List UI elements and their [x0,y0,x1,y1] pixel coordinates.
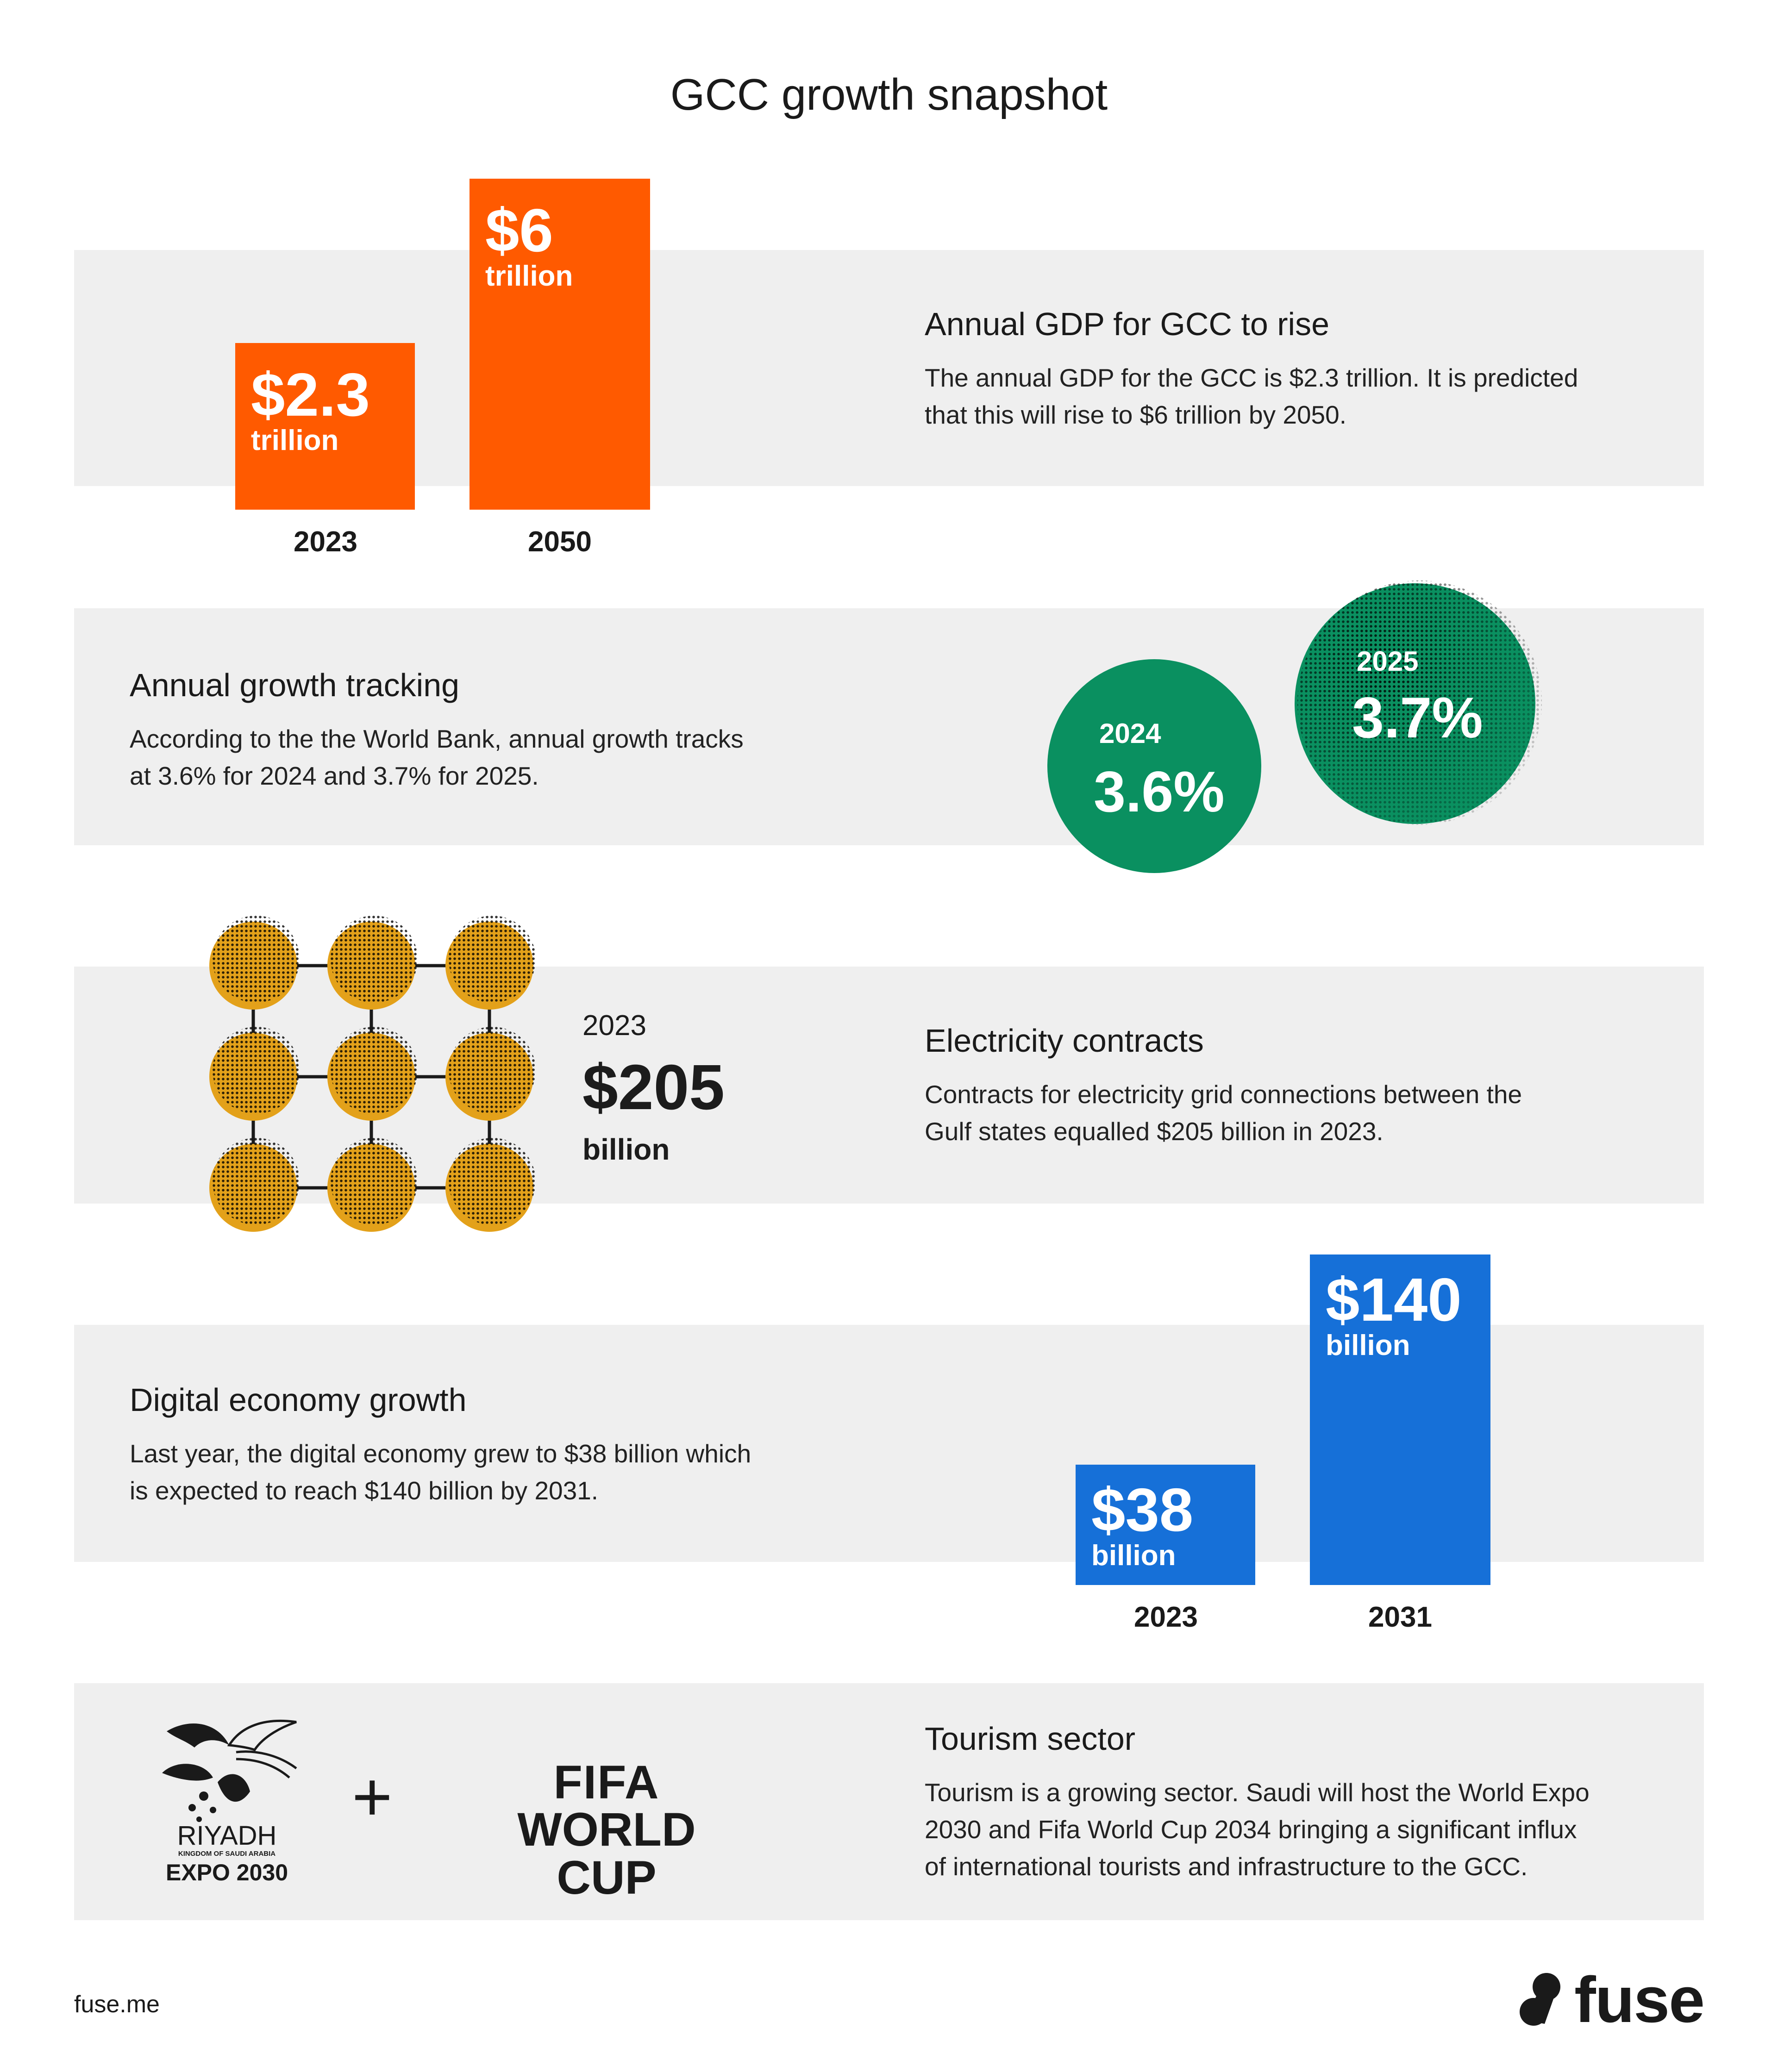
gdp-xlabel-2023: 2023 [294,526,357,558]
electricity-value: $205 [582,1052,725,1123]
interconnected-grid-icon [209,916,536,1232]
digital-body-line1: Last year, the digital economy grew to $… [130,1439,751,1468]
tourism-heading: Tourism sector [925,1721,1136,1757]
digital-bar-2031: $140 billion [1310,1246,1507,1585]
grid-node [445,1138,536,1232]
grid-node [327,1027,418,1121]
digital-body-line2: is expected to reach $140 billion by 203… [130,1476,599,1505]
fuse-mark-icon [1520,1973,1561,2026]
expo-logo-line3: EXPO 2030 [165,1860,288,1885]
gdp-body-line1: The annual GDP for the GCC is $2.3 trill… [925,363,1578,392]
grid-node [445,916,536,1010]
fuse-wordmark: fuse [1574,1963,1705,2036]
fifa-logo-line1: FIFA [553,1756,660,1809]
growth-circle-2025-value: 3.7% [1352,686,1483,750]
grid-node [327,1138,418,1232]
tourism-band [74,1683,1704,1920]
gdp-heading: Annual GDP for GCC to rise [925,306,1330,342]
digital-heading: Digital economy growth [130,1382,467,1418]
gdp-bar-2050: $6 trillion [470,170,667,510]
grid-nodes [209,916,536,1232]
gdp-bar-2050-value: $6 [485,196,553,264]
digital-bar-2031-halftone [1319,1246,1507,1584]
digital-bar-2023: $38 billion [1076,1465,1255,1585]
expo-logo-line1: RIYADH [177,1821,277,1851]
grid-node [327,916,418,1010]
fuse-brand-logo: fuse [1518,1963,1705,2036]
digital-bar-2023-value: $38 [1091,1476,1194,1544]
growth-circle-2024-value: 3.6% [1094,760,1225,824]
electricity-body-line1: Contracts for electricity grid connectio… [925,1080,1522,1109]
tourism-body-line2: 2030 and Fifa World Cup 2034 bringing a … [925,1815,1577,1844]
footer-url[interactable]: fuse.me [74,1991,160,2018]
gdp-bar-2023: $2.3 trillion [235,343,415,510]
digital-bar-2023-unit: billion [1091,1540,1176,1572]
growth-circle-2024-year: 2024 [1099,718,1161,749]
electricity-unit: billion [582,1133,670,1166]
growth-body-line2: at 3.6% for 2024 and 3.7% for 2025. [130,761,539,790]
digital-xlabel-2023: 2023 [1134,1601,1198,1633]
grid-node [209,1138,300,1232]
gdp-bar-2023-value: $2.3 [251,361,370,429]
growth-heading: Annual growth tracking [130,667,460,703]
tourism-body-line1: Tourism is a growing sector. Saudi will … [925,1778,1590,1807]
digital-bar-2031-value: $140 [1326,1266,1462,1334]
digital-bar-2031-unit: billion [1326,1329,1410,1361]
digital-xlabel-2031: 2031 [1368,1601,1432,1633]
growth-circle-2025-halftone [1297,580,1542,825]
grid-node [445,1027,536,1121]
gdp-xlabel-2050: 2050 [528,526,592,558]
growth-circle-2024: 2024 3.6% [1047,659,1261,873]
fifa-logo-line2: WORLD CUP [517,1803,696,1904]
grid-node [209,1027,300,1121]
growth-circle-2025-year: 2025 [1357,646,1419,677]
riyadh-expo-emblem-icon [162,1720,297,1822]
electricity-year: 2023 [582,1010,646,1042]
gdp-bar-2023-unit: trillion [251,424,339,456]
electricity-heading: Electricity contracts [925,1023,1204,1059]
gdp-body-line2: that this will rise to $6 trillion by 20… [925,400,1346,429]
grid-node [209,916,300,1010]
expo-logo-line2: KINGDOM OF SAUDI ARABIA [178,1850,276,1858]
gdp-bar-2050-unit: trillion [485,260,573,292]
electricity-body-line2: Gulf states equalled $205 billion in 202… [925,1117,1384,1146]
gdp-bar-2050-halftone [479,170,667,508]
growth-circle-2025: 2025 3.7% [1295,580,1542,825]
plus-icon: + [352,1758,393,1835]
growth-body-line1: According to the the World Bank, annual … [130,724,744,753]
page-title: GCC growth snapshot [670,70,1108,119]
tourism-body-line3: of international tourists and infrastruc… [925,1852,1528,1881]
